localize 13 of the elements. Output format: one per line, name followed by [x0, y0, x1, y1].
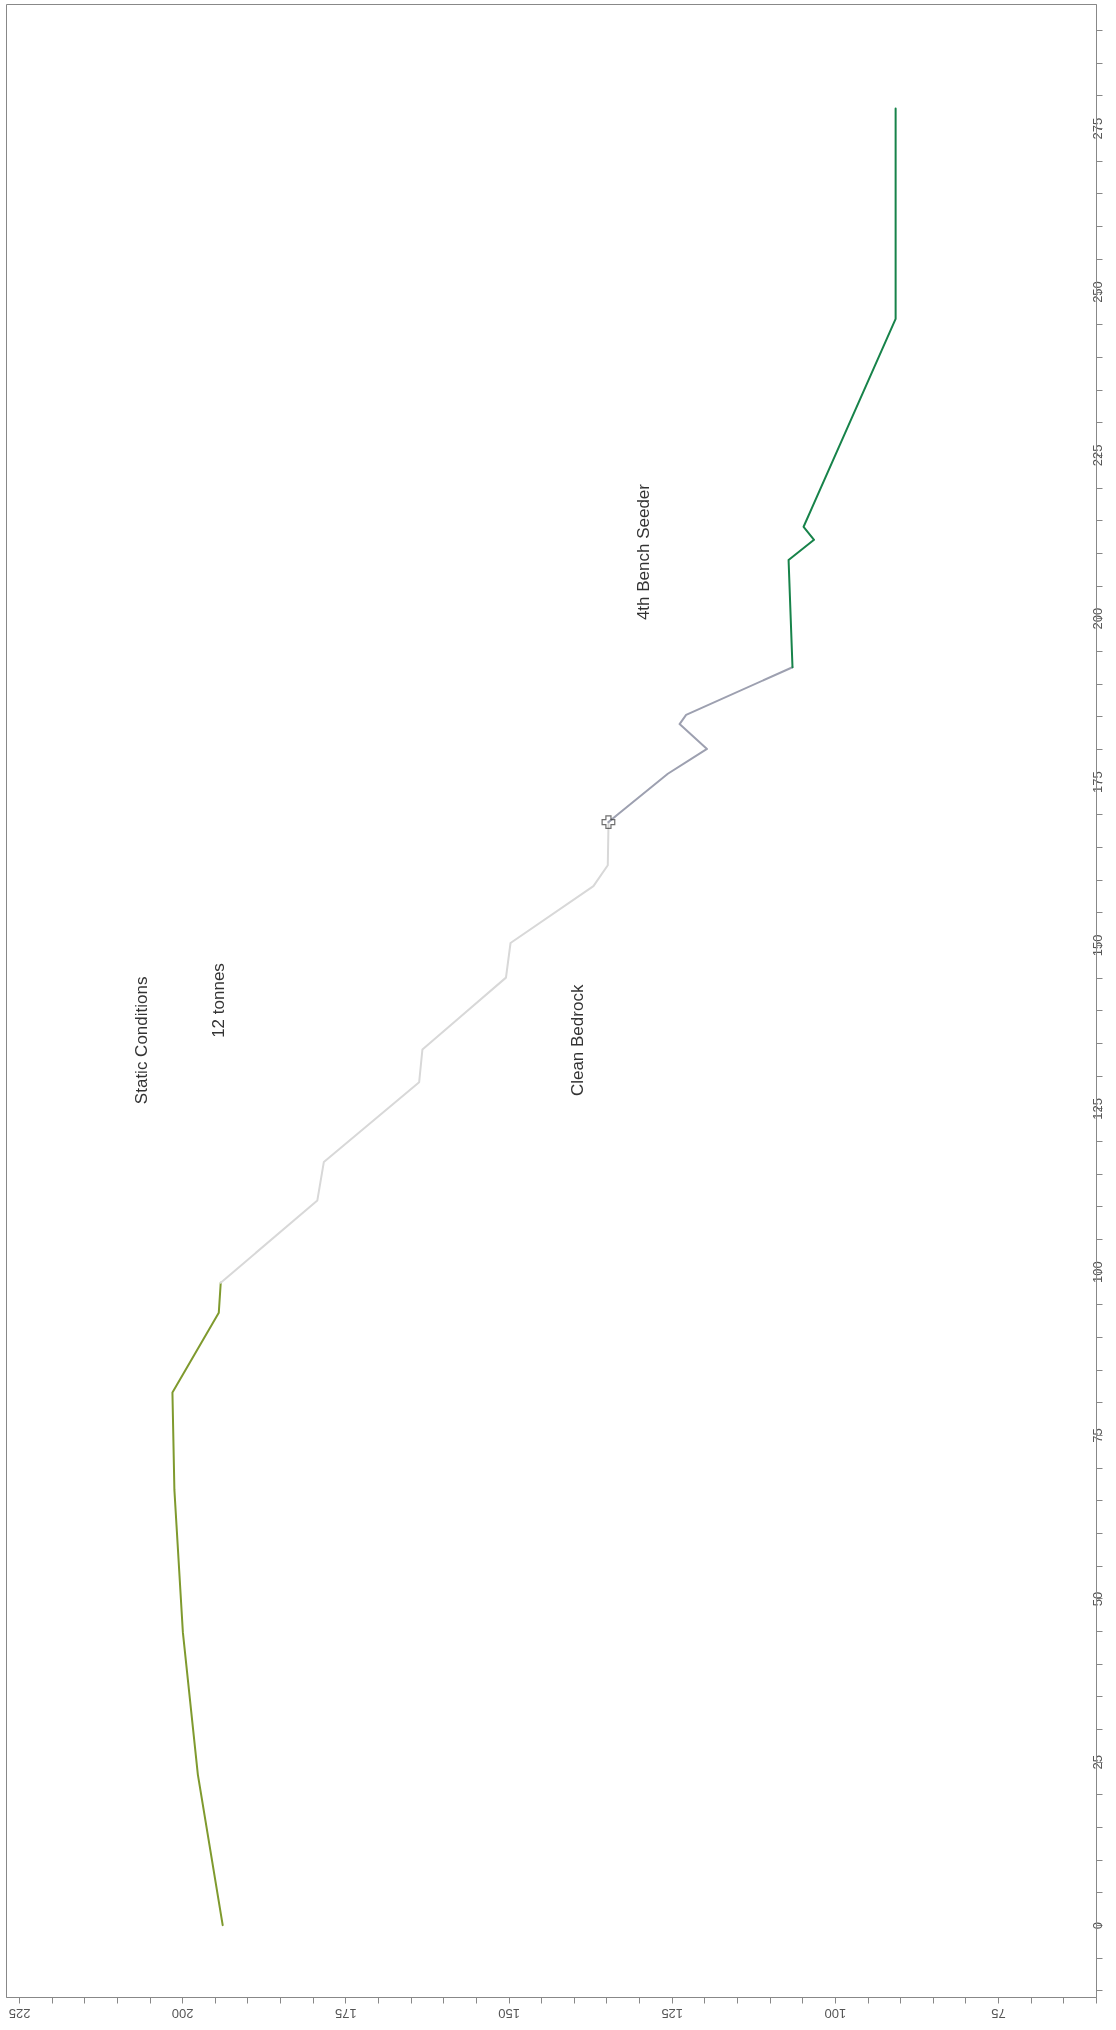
- x-tick-label: 225: [8, 2005, 31, 2021]
- annotation: Clean Bedrock: [568, 984, 588, 1097]
- x-tick-label: 100: [824, 2005, 847, 2021]
- line-series: [171, 1281, 224, 1927]
- x-tick-label: 75: [991, 2005, 1006, 2021]
- line-series: [787, 107, 897, 669]
- x-tick-label: 150: [498, 2005, 520, 2021]
- annotation: 12 tonnes: [208, 963, 228, 1038]
- annotation: Static Conditions: [132, 976, 152, 1105]
- x-tick-label: 125: [661, 2005, 684, 2021]
- x-tick-label: 175: [335, 2005, 357, 2021]
- x-tick-label: 200: [171, 2005, 194, 2021]
- annotation: 4th Bench Seeder: [633, 483, 653, 621]
